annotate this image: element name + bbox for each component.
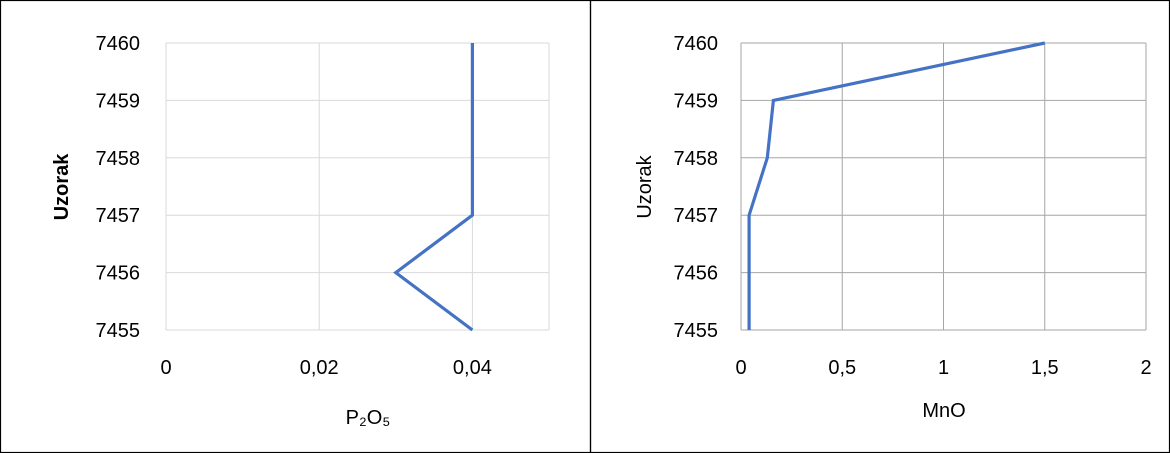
x-tick-label: 1 (938, 357, 949, 379)
x-tick-label: 0,02 (300, 357, 339, 379)
series-line (393, 43, 474, 332)
panel-border-left (0, 0, 592, 453)
y-tick-label: 7457 (96, 205, 141, 227)
y-tick-label: 7458 (674, 148, 719, 170)
y-tick-label: 7455 (674, 320, 719, 342)
x-tick-label: 0 (735, 357, 746, 379)
y-tick-label: 7457 (674, 205, 719, 227)
series-line (747, 41, 1046, 330)
y-tick-label: 7456 (674, 263, 719, 285)
x-tick-label: 2 (1140, 357, 1151, 379)
y-axis-title: Uzorak (634, 154, 656, 218)
y-tick-label: 7459 (96, 90, 141, 112)
y-tick-label: 7455 (96, 320, 141, 342)
y-tick-label: 7460 (96, 33, 141, 55)
x-tick-label: 0,04 (453, 357, 492, 379)
x-tick-label: 0 (160, 357, 171, 379)
y-tick-label: 7459 (674, 90, 719, 112)
x-tick-label: 1,5 (1031, 357, 1059, 379)
y-tick-label: 7460 (674, 33, 719, 55)
x-axis-title: P₂O₅ (346, 407, 391, 429)
y-tick-label: 7458 (96, 148, 141, 170)
x-tick-label: 0,5 (828, 357, 856, 379)
y-tick-label: 7456 (96, 263, 141, 285)
x-axis-title: MnO (922, 400, 965, 422)
chart-mno: 7455 7456 7457 7458 7459 7460 0 0,5 1 1,5 2 MnO U… (634, 33, 1152, 422)
y-axis-title: Uzorak (51, 153, 73, 221)
